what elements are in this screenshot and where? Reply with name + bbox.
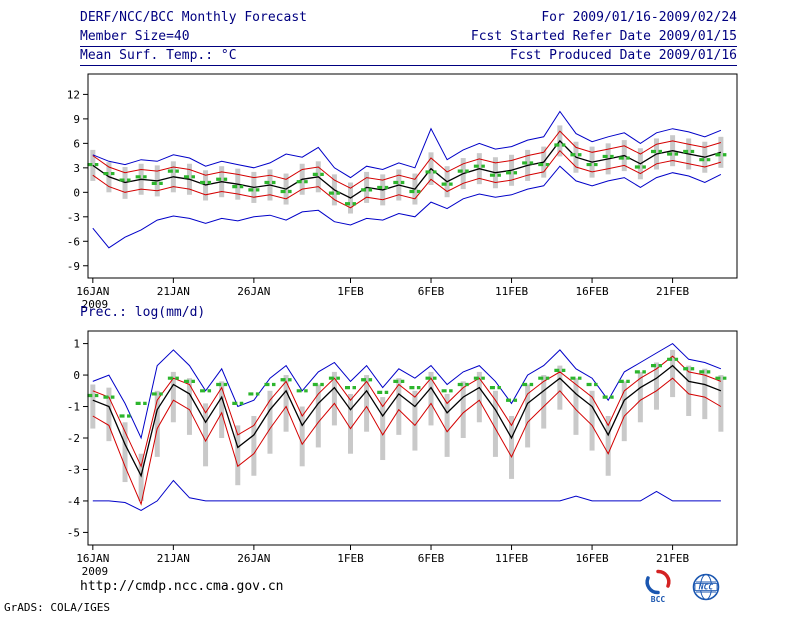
svg-text:12: 12 — [67, 88, 80, 101]
svg-text:-9: -9 — [67, 260, 80, 273]
header-row-2: Member Size=40 Fcst Started Refer Date 2… — [80, 30, 737, 44]
svg-text:11FEB: 11FEB — [495, 552, 528, 565]
svg-text:21FEB: 21FEB — [656, 285, 689, 298]
svg-text:16JAN: 16JAN — [76, 552, 109, 565]
bcc-logo: BCC — [645, 569, 671, 603]
svg-text:21JAN: 21JAN — [157, 285, 190, 298]
svg-text:-5: -5 — [67, 526, 80, 539]
svg-text:1: 1 — [73, 338, 80, 351]
ncc-banner — [694, 583, 718, 591]
svg-text:21FEB: 21FEB — [656, 552, 689, 565]
header-divider-1 — [80, 46, 737, 47]
svg-text:-3: -3 — [67, 463, 80, 476]
svg-text:16FEB: 16FEB — [575, 552, 608, 565]
header-row-1: DERF/NCC/BCC Monthly Forecast For 2009/0… — [80, 11, 737, 25]
svg-text:-4: -4 — [67, 495, 81, 508]
temperature-chart: -9 -6 -3 0 3 6 9 12 16JAN 21JAN 26JAN 1FEB 6FEB 11FEB… — [67, 73, 738, 311]
variable-label: Mean Surf. Temp.: °C — [80, 48, 237, 63]
svg-text:3: 3 — [73, 162, 80, 175]
grads-credit: GrADS: COLA/IGES — [4, 601, 110, 614]
svg-text:1FEB: 1FEB — [337, 552, 364, 565]
produced-date-label: Fcst Produced Date 2009/01/16 — [510, 48, 737, 63]
forecast-date-range: For 2009/01/16-2009/02/24 — [541, 10, 737, 25]
svg-text:-3: -3 — [67, 211, 80, 224]
svg-text:6: 6 — [73, 137, 80, 150]
bcc-logo-red-swirl — [656, 569, 671, 588]
header-row-3: Mean Surf. Temp.: °C Fcst Produced Date … — [80, 49, 737, 63]
precipitation-chart: -5 -4 -3 -2 -1 0 1 16JAN 21JAN 26JAN 1FEB 6FEB 11FEB… — [67, 330, 738, 578]
svg-text:0: 0 — [73, 369, 80, 382]
svg-text:2009: 2009 — [82, 298, 109, 311]
svg-text:26JAN: 26JAN — [237, 552, 270, 565]
svg-text:11FEB: 11FEB — [495, 285, 528, 298]
bcc-logo-blue-swirl — [645, 576, 660, 595]
svg-text:9: 9 — [73, 113, 80, 126]
refer-date-label: Fcst Started Refer Date 2009/01/15 — [470, 29, 737, 44]
ncc-logo-label: NCC — [698, 583, 714, 592]
bcc-logo-label: BCC — [651, 595, 666, 603]
svg-text:-6: -6 — [67, 235, 80, 248]
svg-text:-2: -2 — [67, 432, 80, 445]
svg-text:6FEB: 6FEB — [418, 285, 445, 298]
svg-text:21JAN: 21JAN — [157, 552, 190, 565]
member-size-label: Member Size=40 — [80, 29, 190, 44]
svg-text:0: 0 — [73, 186, 80, 199]
precip-chart-title: Prec.: log(mm/d) — [80, 305, 206, 320]
svg-text:26JAN: 26JAN — [237, 285, 270, 298]
svg-text:16JAN: 16JAN — [76, 285, 109, 298]
website-url: http://cmdp.ncc.cma.gov.cn — [80, 579, 284, 594]
plot-title: DERF/NCC/BCC Monthly Forecast — [80, 10, 307, 25]
svg-text:-1: -1 — [67, 401, 80, 414]
svg-text:1FEB: 1FEB — [337, 285, 364, 298]
header-divider-2 — [80, 65, 737, 66]
svg-text:2009: 2009 — [82, 565, 109, 578]
svg-text:6FEB: 6FEB — [418, 552, 445, 565]
ncc-logo: NCC — [692, 573, 720, 601]
svg-text:16FEB: 16FEB — [575, 285, 608, 298]
